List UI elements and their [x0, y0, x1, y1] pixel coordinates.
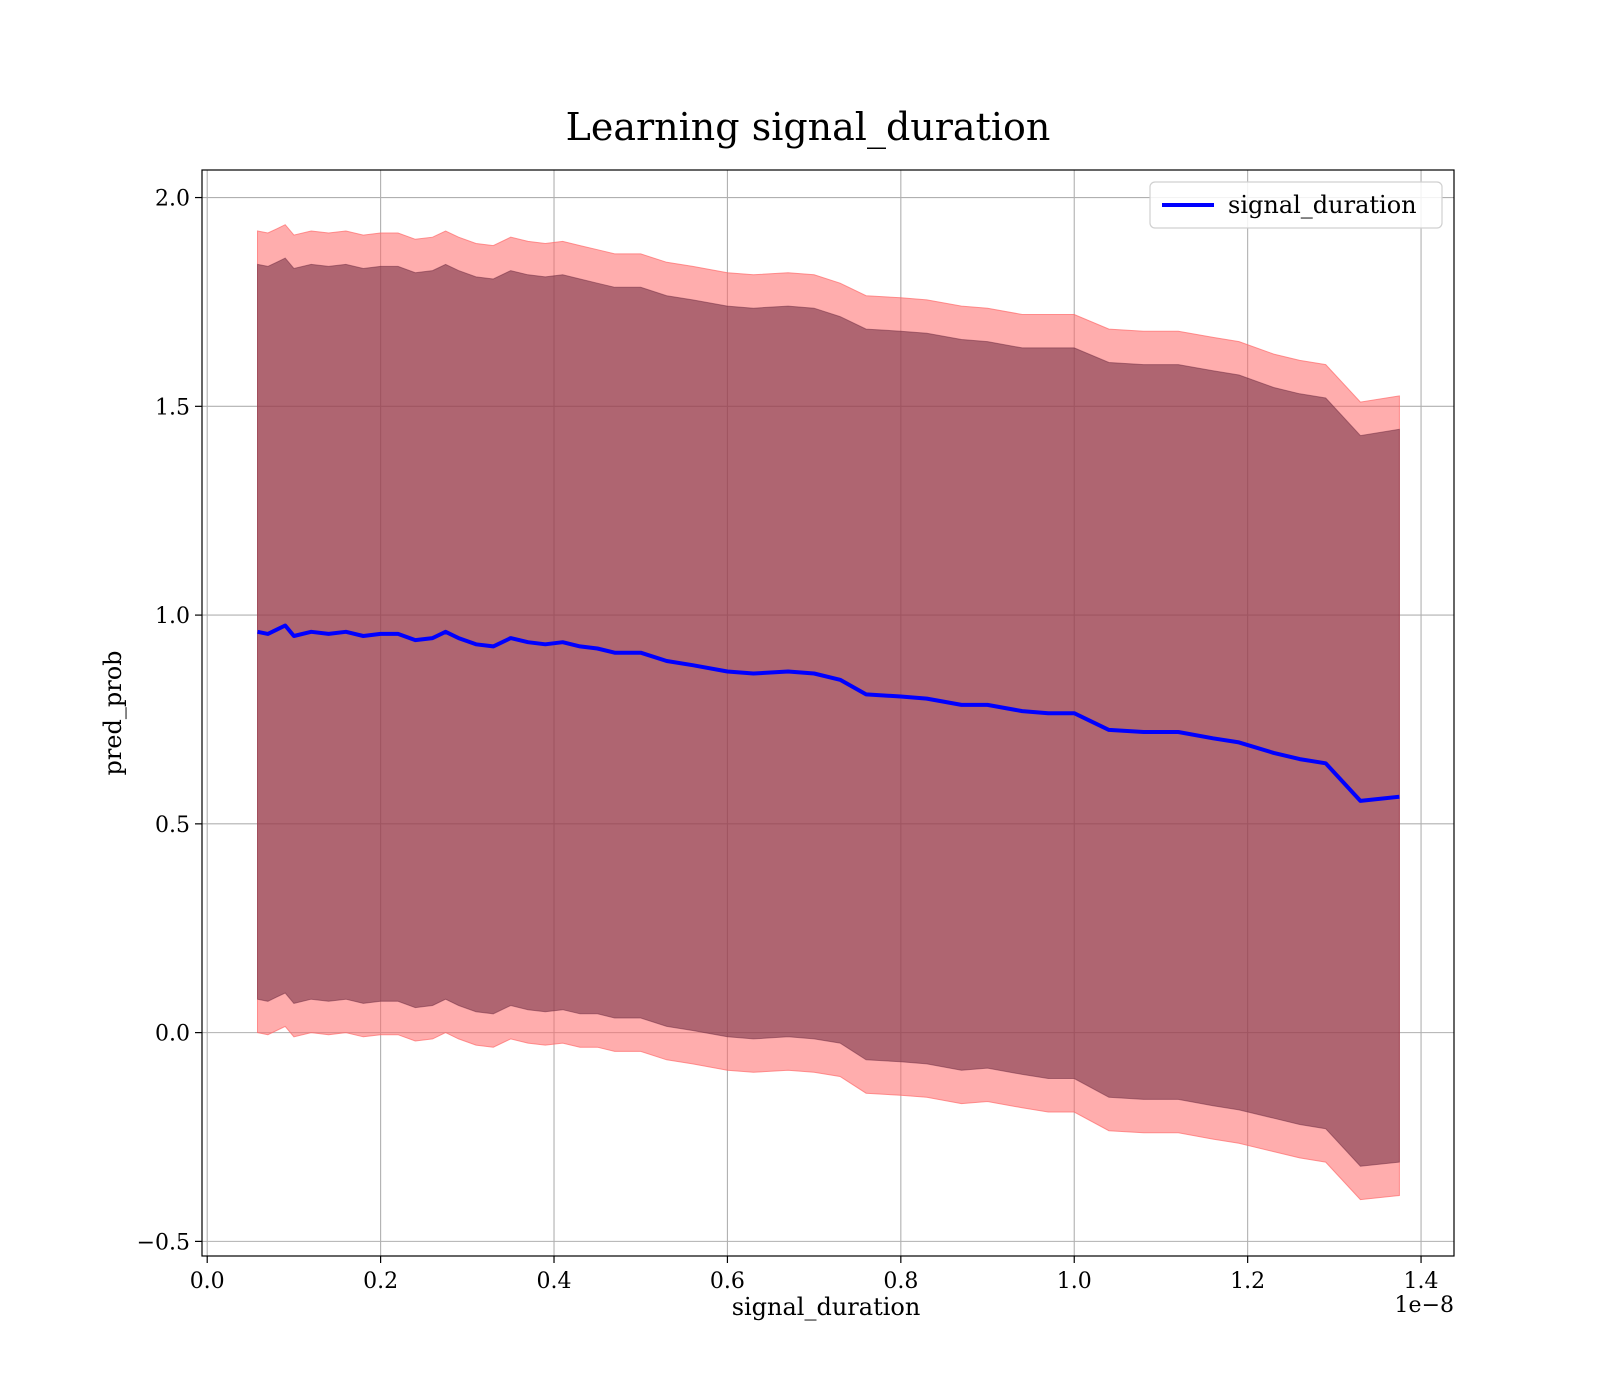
y-axis-label: pred_prob	[99, 650, 127, 775]
x-tick-label: 1.4	[1404, 1269, 1439, 1294]
plot-frame	[201, 169, 1455, 1257]
x-axis-label: signal_duration	[732, 1293, 921, 1321]
axis-ticks: 0.0 0.2 0.4 0.6 0.8 1.0 1.2 1.4−0.50.00.51.01.5…	[137, 187, 1439, 1294]
y-tick-label: 0.0	[155, 1022, 190, 1047]
y-tick-label: 2.0	[155, 187, 190, 212]
x-axis-offset-text: 1e−8	[1395, 1293, 1454, 1318]
x-tick-label: 0.8	[883, 1269, 918, 1294]
y-tick-label: 0.5	[155, 813, 190, 838]
series-lines	[257, 623, 1400, 803]
x-tick-label: 1.2	[1230, 1269, 1265, 1294]
series-line-signal-duration	[257, 623, 1400, 803]
x-tick-label: 1.0	[1057, 1269, 1092, 1294]
y-tick-label: 1.0	[155, 604, 190, 629]
chart-title: Learning signal_duration	[566, 105, 1051, 150]
legend: signal_duration	[1149, 181, 1443, 229]
legend-label: signal_duration	[1228, 191, 1417, 219]
legend-box	[1149, 181, 1443, 229]
confidence-bands	[257, 224, 1400, 1201]
x-tick-label: 0.6	[710, 1269, 745, 1294]
x-tick-label: 0.4	[537, 1269, 572, 1294]
y-tick-label: 1.5	[155, 395, 190, 420]
x-tick-label: 0.2	[363, 1269, 398, 1294]
inner-confidence-band	[257, 257, 1400, 1167]
x-tick-label: 0.0	[190, 1269, 225, 1294]
y-tick-label: −0.5	[137, 1230, 190, 1255]
